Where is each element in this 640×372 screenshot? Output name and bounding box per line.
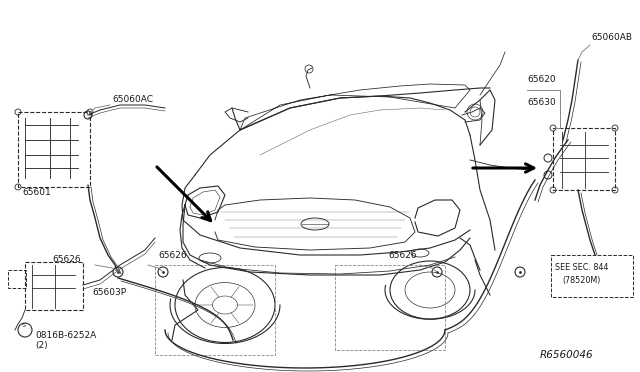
Bar — [155, 265, 275, 355]
Bar — [18, 112, 90, 187]
Text: 65626: 65626 — [52, 255, 81, 264]
Text: (78520M): (78520M) — [562, 276, 600, 285]
Text: 65060AC: 65060AC — [112, 95, 153, 104]
Text: 65626: 65626 — [158, 251, 187, 260]
Bar — [8, 270, 26, 288]
Bar — [335, 265, 445, 350]
Text: 65060AB: 65060AB — [591, 33, 632, 42]
Text: 65626: 65626 — [388, 251, 417, 260]
Text: R6560046: R6560046 — [540, 350, 594, 360]
Text: 65601: 65601 — [22, 188, 51, 197]
Text: S: S — [22, 323, 26, 328]
Bar — [551, 255, 633, 297]
Text: 0816B-6252A: 0816B-6252A — [35, 331, 96, 340]
Text: 65630: 65630 — [527, 98, 556, 107]
Bar — [25, 262, 83, 310]
Text: (2): (2) — [35, 341, 47, 350]
Text: 65603P: 65603P — [92, 288, 126, 297]
Text: 65620: 65620 — [527, 75, 556, 84]
Bar — [553, 128, 615, 190]
Text: SEE SEC. 844: SEE SEC. 844 — [555, 263, 609, 272]
